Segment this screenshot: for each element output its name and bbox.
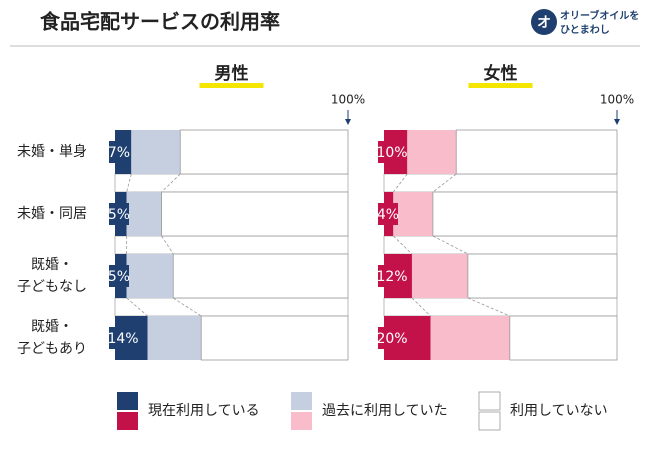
value-label: 7%: [108, 145, 130, 161]
value-label: 12%: [376, 269, 407, 285]
bar-segment: [432, 191, 618, 237]
category-label: 未婚・単身: [17, 144, 87, 160]
category-label: 子どもあり: [17, 341, 87, 357]
panel-title: 男性: [215, 63, 249, 84]
legend-swatch: [117, 412, 138, 430]
value-label: 10%: [376, 145, 407, 161]
value-label-bg: [109, 327, 137, 349]
bar-segment: [509, 315, 618, 361]
bar-segment: [467, 253, 618, 299]
legend-swatch: [117, 392, 138, 410]
connector: [411, 297, 431, 317]
value-label: 14%: [107, 331, 138, 347]
legend-swatch: [291, 392, 312, 410]
value-label: 20%: [376, 331, 407, 347]
connector: [467, 297, 510, 317]
legend-label: 現在利用している: [148, 403, 260, 419]
bar-segment: [200, 315, 349, 361]
bar-segment: [179, 129, 349, 175]
gap-strip: [383, 297, 618, 317]
bar-segment: [147, 316, 202, 360]
legend-label: 過去に利用していた: [322, 403, 448, 419]
gap-strip: [114, 173, 349, 193]
value-label-bg: [109, 265, 129, 287]
panel-title-underline: [199, 83, 264, 88]
value-label-bg: [378, 203, 398, 225]
bar-segment: [411, 254, 468, 298]
bar-segment: [126, 254, 174, 298]
legend-swatch: [291, 412, 312, 430]
gap-strip: [114, 235, 349, 255]
category-label: 既婚・: [31, 257, 73, 273]
legend-swatch: [478, 411, 501, 431]
bar-segment: [393, 192, 433, 236]
x-tick-label: 100%: [331, 93, 365, 107]
logo-mark: [531, 9, 557, 35]
bar-segment: [455, 129, 618, 175]
connector: [161, 173, 181, 193]
value-label: 5%: [108, 269, 130, 285]
bar-segment: [126, 192, 162, 236]
panel-title-underline: [468, 83, 533, 88]
tick-arrow: [614, 119, 620, 125]
gap-strip: [383, 173, 618, 193]
category-label: 未婚・同居: [17, 206, 87, 222]
logo-text: ひとまわし: [560, 24, 610, 36]
legend-swatch: [478, 391, 501, 411]
connector: [393, 173, 408, 193]
logo-text: オリーブオイルを: [560, 9, 639, 22]
value-label-bg: [378, 141, 406, 163]
logo: オ オリーブオイルを ひとまわし: [531, 9, 639, 36]
logo-glyph: オ: [537, 15, 551, 31]
connector: [393, 235, 413, 255]
gap-strip: [383, 235, 618, 255]
value-label-bg: [109, 203, 129, 225]
gap-strip: [114, 297, 349, 317]
value-label-bg: [109, 141, 129, 163]
bar-segment: [161, 191, 349, 237]
bar-segment: [407, 130, 457, 174]
connector: [432, 235, 469, 255]
connector: [126, 173, 132, 193]
value-label: 4%: [377, 207, 399, 223]
bar-segment: [172, 253, 349, 299]
legend-label: 利用していない: [510, 403, 608, 419]
value-label-bg: [378, 327, 406, 349]
category-label: 子どもなし: [17, 279, 87, 295]
tick-arrow: [345, 119, 351, 125]
bar-segment: [430, 316, 510, 360]
panel-title: 女性: [484, 63, 518, 84]
connector: [161, 235, 174, 255]
x-tick-label: 100%: [600, 93, 634, 107]
bar-segment: [131, 130, 181, 174]
category-label: 既婚・: [31, 319, 73, 335]
value-label: 5%: [108, 207, 130, 223]
value-label-bg: [378, 265, 406, 287]
connector: [173, 297, 202, 317]
chart-title: 食品宅配サービスの利用率: [40, 10, 280, 34]
